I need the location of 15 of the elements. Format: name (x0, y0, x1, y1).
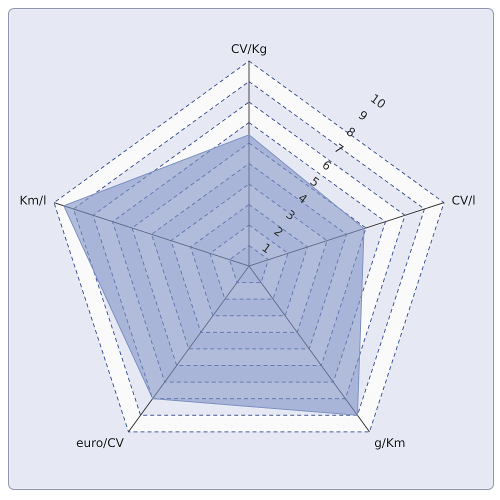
spoke-label: g/Km (374, 436, 406, 450)
spoke-label: Km/l (19, 193, 46, 208)
y-tick-label: 2 (271, 224, 286, 240)
y-tick-label: 7 (332, 141, 346, 157)
y-tick-label: 3 (283, 207, 298, 224)
y-tick-label: 1 (259, 240, 274, 256)
y-tick-label: 4 (295, 190, 310, 207)
y-tick-label: 10 (368, 91, 388, 112)
y-tick-label: 8 (344, 124, 358, 140)
spoke-label: euro/CV (76, 436, 125, 450)
y-tick-label: 9 (356, 108, 370, 124)
spoke-label: CV/Kg (230, 42, 268, 56)
y-tick-label: 5 (307, 174, 322, 190)
y-tick-label: 6 (320, 158, 334, 174)
spoke-label: CV/l (452, 193, 476, 208)
